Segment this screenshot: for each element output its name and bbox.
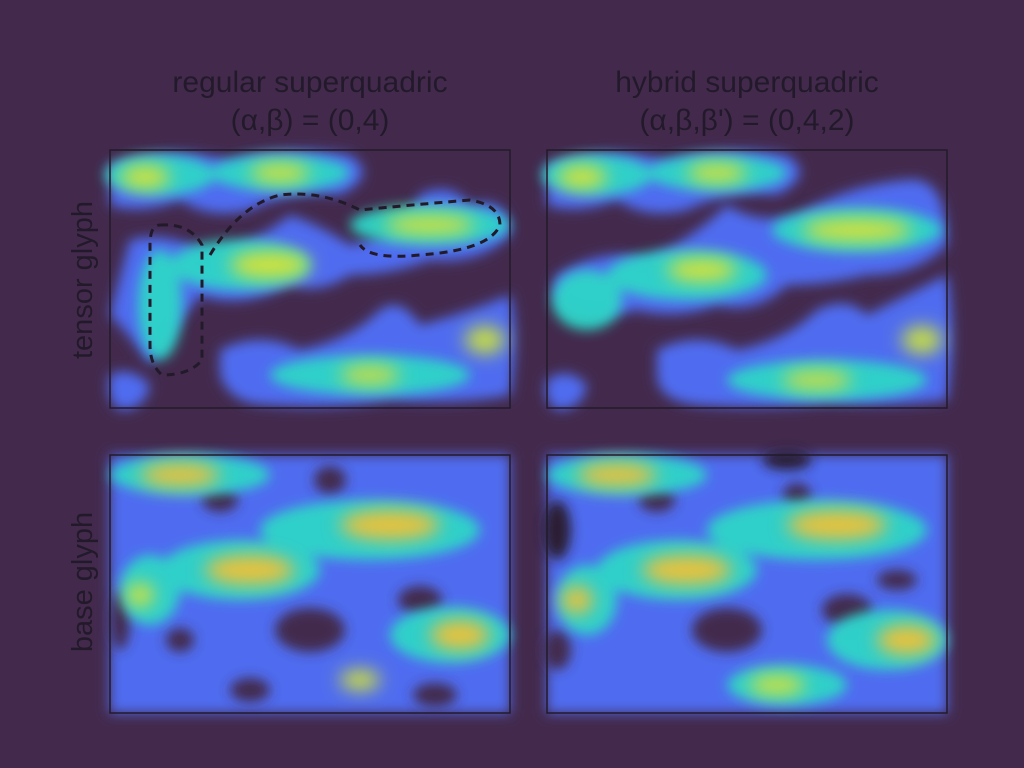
panel-tensor-regular (90, 135, 530, 425)
panel-tensor-hybrid (527, 135, 967, 425)
column-title-hybrid-superquadric: hybrid superquadric (α,β,β') = (0,4,2) (527, 64, 967, 140)
panel-base-regular (90, 440, 530, 730)
column-title-regular-superquadric: regular superquadric (α,β) = (0,4) (90, 64, 530, 140)
column-title-hybrid-line1: hybrid superquadric (527, 64, 967, 102)
panel-base-hybrid (527, 440, 967, 730)
column-title-regular-line1: regular superquadric (90, 64, 530, 102)
